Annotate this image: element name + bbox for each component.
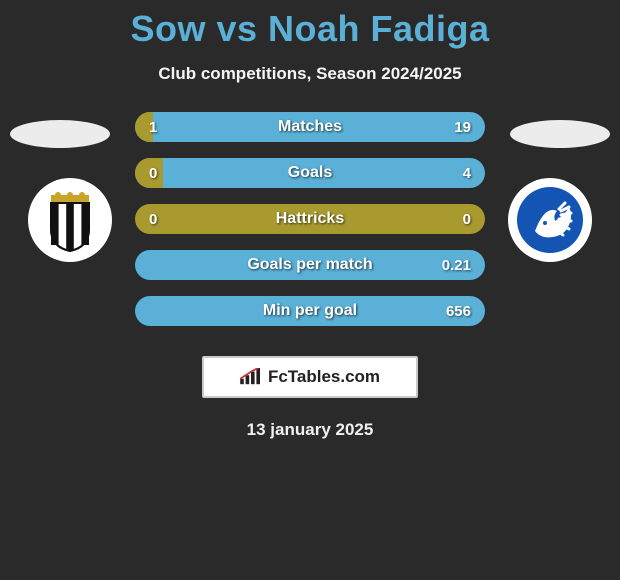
site-badge[interactable]: FcTables.com xyxy=(202,356,418,398)
stat-label: Matches xyxy=(135,118,485,136)
stat-value-right: 4 xyxy=(463,165,471,182)
stat-bar: 0Hattricks0 xyxy=(135,204,485,234)
stat-bar: 0Goals4 xyxy=(135,158,485,188)
player-right-photo xyxy=(510,120,610,148)
date-label: 13 january 2025 xyxy=(0,420,620,440)
stat-label: Goals xyxy=(135,164,485,182)
gent-crest-icon xyxy=(515,185,585,255)
stat-value-right: 0 xyxy=(463,211,471,228)
player-left-photo xyxy=(10,120,110,148)
stat-label: Hattricks xyxy=(135,210,485,228)
stat-bar: Goals per match0.21 xyxy=(135,250,485,280)
stat-bar: 1Matches19 xyxy=(135,112,485,142)
stat-bar: Min per goal656 xyxy=(135,296,485,326)
stat-value-right: 0.21 xyxy=(442,257,471,274)
site-name: FcTables.com xyxy=(268,367,380,387)
stat-bars: 1Matches190Goals40Hattricks0Goals per ma… xyxy=(135,112,485,342)
comparison-panel: 1Matches190Goals40Hattricks0Goals per ma… xyxy=(0,112,620,332)
club-badge-left xyxy=(28,178,112,262)
subtitle: Club competitions, Season 2024/2025 xyxy=(0,64,620,84)
club-badge-right xyxy=(508,178,592,262)
stat-value-right: 656 xyxy=(446,303,471,320)
bar-chart-icon xyxy=(240,368,262,386)
page-title: Sow vs Noah Fadiga xyxy=(0,0,620,50)
charleroi-crest-icon xyxy=(35,185,105,255)
stat-label: Goals per match xyxy=(135,256,485,274)
stat-value-right: 19 xyxy=(454,119,471,136)
stat-label: Min per goal xyxy=(135,302,485,320)
